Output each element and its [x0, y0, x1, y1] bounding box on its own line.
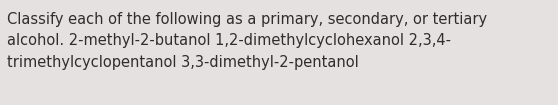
Text: alcohol. 2-methyl-2-butanol 1,2-dimethylcyclohexanol 2,3,4-: alcohol. 2-methyl-2-butanol 1,2-dimethyl…: [7, 33, 451, 49]
Text: Classify each of the following as a primary, secondary, or tertiary: Classify each of the following as a prim…: [7, 12, 487, 27]
Text: trimethylcyclopentanol 3,3-dimethyl-2-pentanol: trimethylcyclopentanol 3,3-dimethyl-2-pe…: [7, 55, 359, 70]
